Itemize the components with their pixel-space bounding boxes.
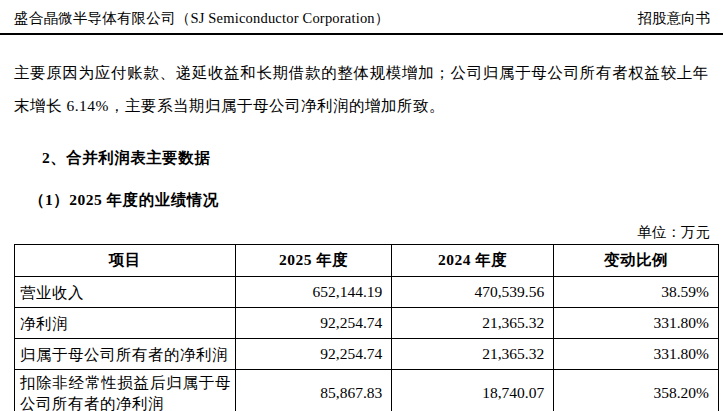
value-cell: 38.59%: [554, 277, 719, 308]
document-type-label: 招股意向书: [638, 9, 711, 28]
column-header: 2024 年度: [392, 245, 554, 277]
item-cell: 营业收入: [15, 277, 236, 308]
value-cell: 21,365.32: [392, 308, 554, 339]
company-name: 盛合晶微半导体有限公司（SJ Semiconductor Corporation…: [14, 9, 390, 28]
value-cell: 652,144.19: [236, 277, 392, 308]
body-paragraph: 主要原因为应付账款、递延收益和长期借款的整体规模增加；公司归属于母公司所有者权益…: [14, 56, 709, 122]
sub-heading: （1）2025 年度的业绩情况: [29, 190, 723, 211]
column-header: 项目: [15, 245, 236, 277]
value-cell: 21,365.32: [392, 339, 554, 370]
column-header: 变动比例: [554, 245, 719, 277]
value-cell: 85,867.83: [236, 370, 392, 411]
value-cell: 331.80%: [554, 339, 719, 370]
table-body: 营业收入652,144.19470,539.5638.59%净利润92,254.…: [15, 277, 719, 411]
financial-table: 项目2025 年度2024 年度变动比例 营业收入652,144.19470,5…: [14, 244, 719, 411]
table-row: 净利润92,254.7421,365.32331.80%: [15, 308, 719, 339]
value-cell: 470,539.56: [392, 277, 554, 308]
item-cell: 净利润: [15, 308, 236, 339]
item-cell: 扣除非经常性损益后归属于母公司所有者的净利润: [15, 370, 236, 411]
prospectus-page: 盛合晶微半导体有限公司（SJ Semiconductor Corporation…: [0, 0, 723, 411]
table-header-row: 项目2025 年度2024 年度变动比例: [15, 245, 719, 277]
column-header: 2025 年度: [236, 245, 392, 277]
table-row: 归属于母公司所有者的净利润92,254.7421,365.32331.80%: [15, 339, 719, 370]
value-cell: 92,254.74: [236, 339, 392, 370]
value-cell: 358.20%: [554, 370, 719, 411]
value-cell: 331.80%: [554, 308, 719, 339]
running-head: 盛合晶微半导体有限公司（SJ Semiconductor Corporation…: [0, 0, 723, 35]
table-row: 营业收入652,144.19470,539.5638.59%: [15, 277, 719, 308]
item-cell: 归属于母公司所有者的净利润: [15, 339, 236, 370]
section-heading: 2、合并利润表主要数据: [42, 148, 723, 169]
value-cell: 18,740.07: [392, 370, 554, 411]
table-row: 扣除非经常性损益后归属于母公司所有者的净利润85,867.8318,740.07…: [15, 370, 719, 411]
value-cell: 92,254.74: [236, 308, 392, 339]
unit-label: 单位：万元: [0, 223, 710, 242]
